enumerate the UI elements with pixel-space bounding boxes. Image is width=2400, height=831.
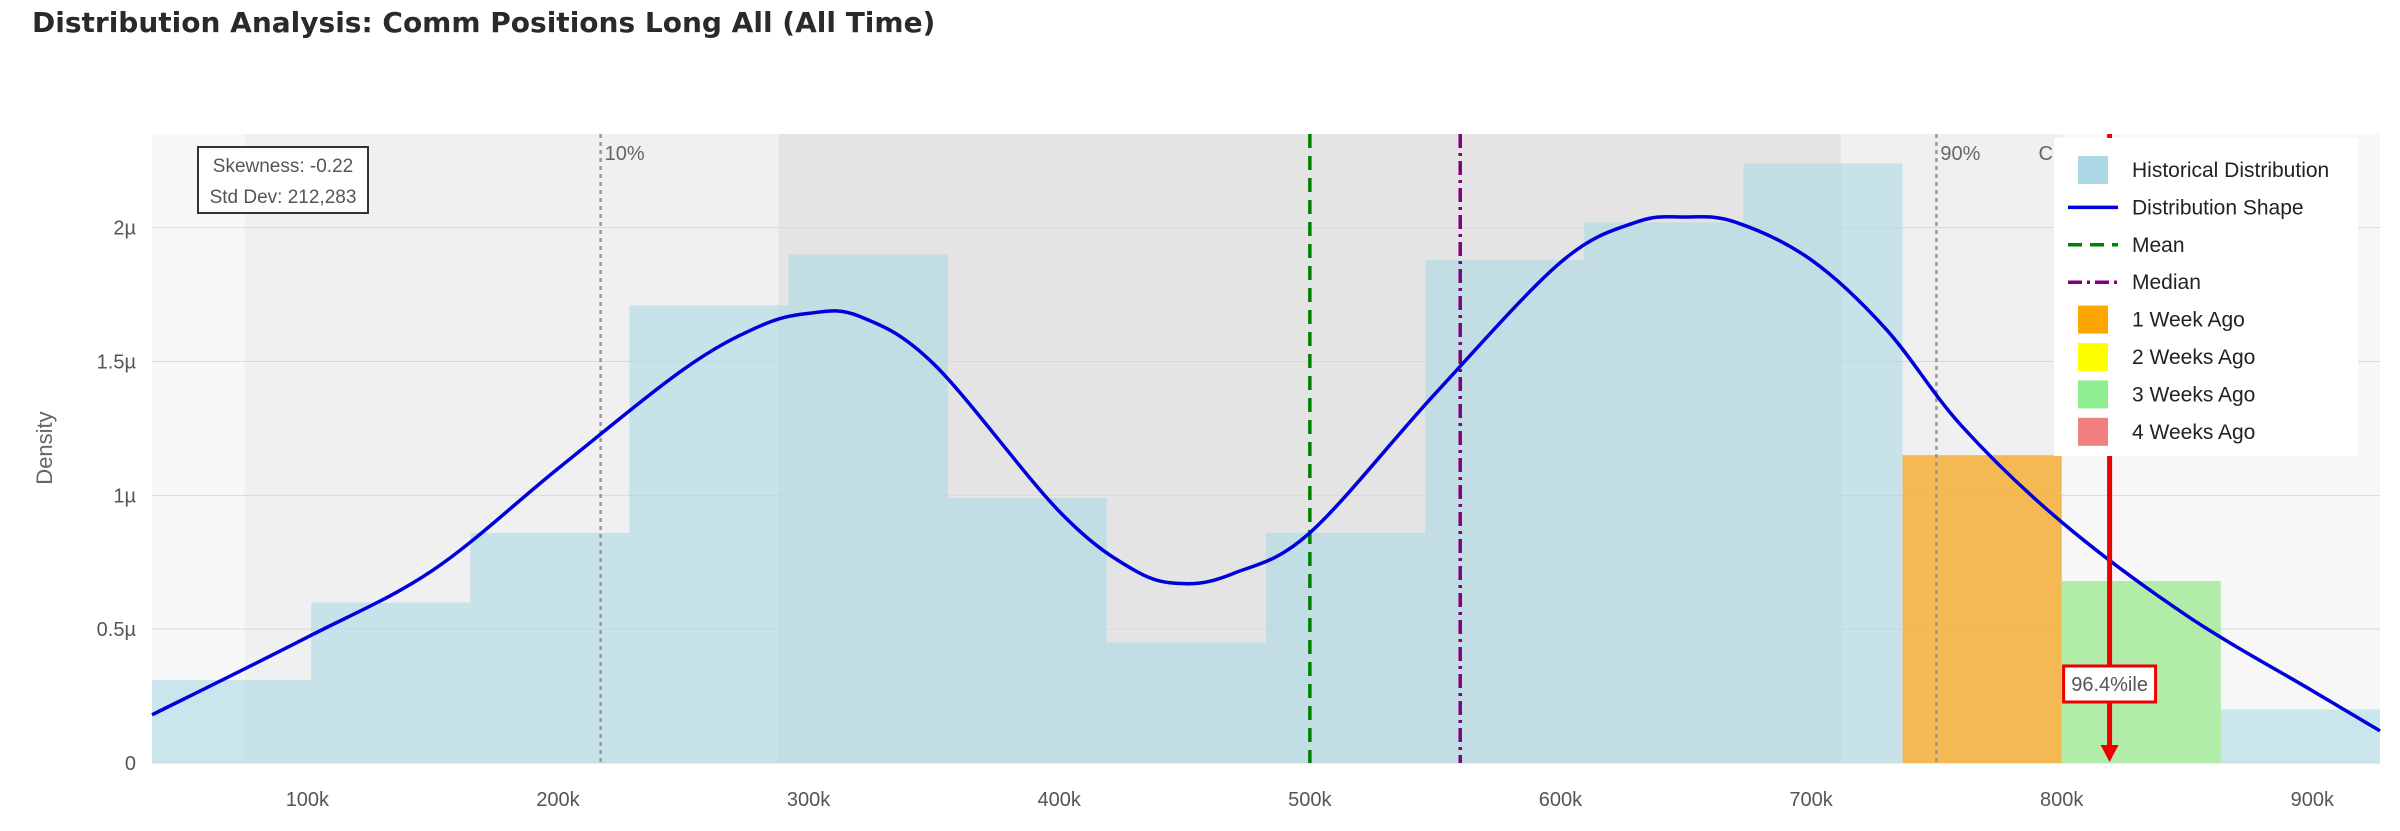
legend-swatch-2-weeks-ago bbox=[2078, 343, 2108, 371]
legend-label-4-weeks-ago: 4 Weeks Ago bbox=[2132, 421, 2255, 444]
x-tick-label: 300k bbox=[787, 789, 831, 811]
histogram-bar bbox=[2220, 709, 2380, 763]
histogram-bar bbox=[1106, 642, 1266, 763]
stats-box-frame bbox=[197, 146, 369, 214]
density-curve bbox=[151, 214, 2381, 733]
x-tick-label: 200k bbox=[536, 789, 580, 811]
chart-title: Distribution Analysis: Comm Positions Lo… bbox=[32, 6, 936, 39]
percentile-label: 96.4%ile bbox=[2071, 674, 2148, 696]
percentile-box bbox=[2062, 664, 2158, 704]
axes: 0 0.5µ 1µ 1.5µ 2µ 100k 200k 300k 400k 500k 600k 700… bbox=[32, 218, 2335, 811]
x-tick-label: 700k bbox=[1789, 789, 1833, 811]
y-tick-label: 1µ bbox=[113, 485, 136, 507]
x-tick-label: 900k bbox=[2291, 789, 2335, 811]
x-tick-label: 800k bbox=[2040, 789, 2084, 811]
legend-label-3-weeks-ago: 3 Weeks Ago bbox=[2132, 383, 2255, 406]
histogram-bars bbox=[152, 163, 2380, 764]
std-dev-text: Std Dev: 212,283 bbox=[210, 187, 357, 208]
legend-label-mean: Mean bbox=[2132, 234, 2185, 257]
legend-label-1-week-ago: 1 Week Ago bbox=[2132, 309, 2245, 332]
histogram-bar bbox=[1584, 222, 1744, 764]
histogram-bar bbox=[1266, 532, 1426, 763]
y-tick-label: 0.5µ bbox=[97, 619, 137, 641]
x-tick-label: 500k bbox=[1288, 789, 1332, 811]
current-arrow-head bbox=[2100, 745, 2119, 762]
legend-label-median: Median bbox=[2132, 271, 2201, 294]
legend-swatch-1-week-ago bbox=[2078, 305, 2108, 334]
skewness-text: Skewness: -0.22 bbox=[213, 156, 353, 177]
legend-label-2-weeks-ago: 2 Weeks Ago bbox=[2132, 346, 2255, 369]
density-curve-layer bbox=[151, 214, 2381, 733]
histogram-bar bbox=[1425, 259, 1585, 763]
legend-swatch-historical-distribution bbox=[2078, 156, 2108, 184]
reference-label-10pct: 10% bbox=[605, 143, 645, 165]
legend-swatch-4-weeks-ago bbox=[2078, 417, 2108, 446]
histogram-bar bbox=[1743, 163, 1903, 763]
y-tick-label: 2µ bbox=[113, 218, 136, 240]
stats-box: Skewness: -0.22 Std Dev: 212,283 bbox=[197, 146, 369, 214]
histogram-bar bbox=[311, 602, 471, 763]
histogram-bar bbox=[947, 498, 1107, 763]
x-tick-label: 400k bbox=[1038, 789, 1082, 811]
y-axis-label: Density bbox=[32, 411, 57, 484]
histogram-bar bbox=[152, 680, 312, 763]
histogram-bar bbox=[788, 254, 948, 763]
x-tick-label: 600k bbox=[1539, 789, 1583, 811]
legend-label-distribution-shape: Distribution Shape bbox=[2132, 196, 2304, 219]
reference-lines: 10% 90% bbox=[599, 134, 1981, 763]
x-tick-label: 100k bbox=[286, 789, 330, 811]
histogram-bar bbox=[470, 532, 630, 763]
histogram-bar bbox=[629, 305, 789, 763]
legend[interactable]: Historical Distribution Distribution Shap… bbox=[2054, 138, 2358, 456]
legend-swatch-3-weeks-ago bbox=[2078, 380, 2108, 409]
y-tick-label: 0 bbox=[125, 753, 136, 775]
legend-label-historical-distribution: Historical Distribution bbox=[2132, 159, 2329, 182]
y-tick-label: 1.5µ bbox=[97, 352, 137, 374]
reference-label-90pct: 90% bbox=[1940, 143, 1980, 165]
histogram-bar-highlight bbox=[1902, 455, 2062, 763]
